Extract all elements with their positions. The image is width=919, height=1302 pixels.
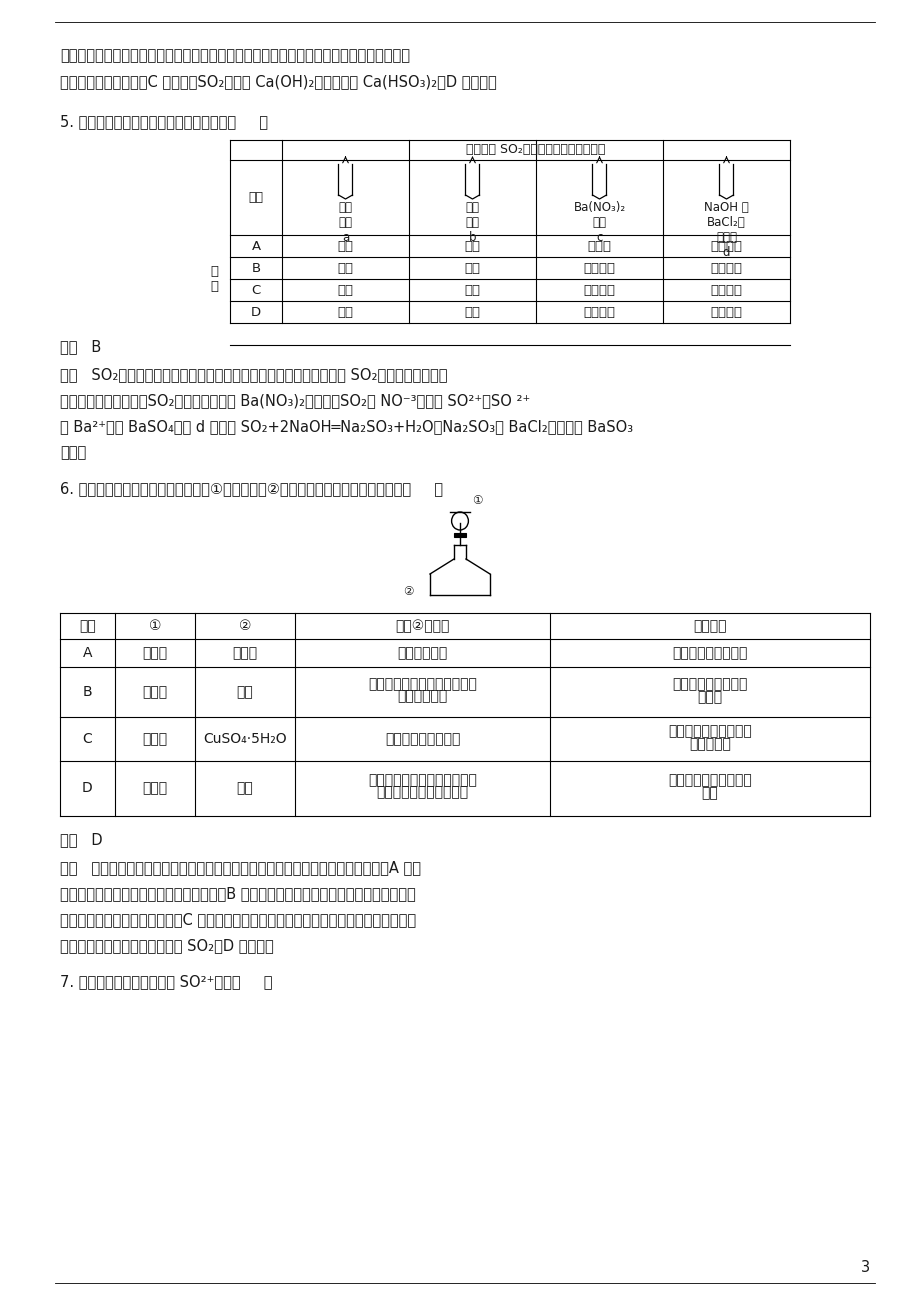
Text: 红色: 红色	[337, 262, 353, 275]
Text: A: A	[83, 646, 92, 660]
Text: 与 Ba²⁺形成 BaSO₄沉淀 d 试管中 SO₂+2NaOH═Na₂SO₃+H₂O，Na₂SO₃与 BaCl₂反应生成 BaSO₃: 与 Ba²⁺形成 BaSO₄沉淀 d 试管中 SO₂+2NaOH═Na₂SO₃+…	[60, 419, 632, 434]
Text: 浓硫酸具有脱水性、氧: 浓硫酸具有脱水性、氧	[667, 773, 751, 788]
Text: A: A	[251, 240, 260, 253]
Text: 固体由白色变为黑色海绵状，: 固体由白色变为黑色海绵状，	[368, 773, 476, 788]
Text: B: B	[251, 262, 260, 275]
Text: 分别加入 SO₂饱和溶液（至现象明显）: 分别加入 SO₂饱和溶液（至现象明显）	[466, 143, 605, 156]
Text: 5. 下列实验报告记录的实验现象正确的是（     ）: 5. 下列实验报告记录的实验现象正确的是（ ）	[60, 115, 267, 129]
Text: 化性: 化性	[701, 786, 718, 801]
Text: 项错误；浓硫酸与木炭的反应中，浓硫酸作氧化剂，证明浓硫酸具有强氧化性，该反应中浓: 项错误；浓硫酸与木炭的反应中，浓硫酸作氧化剂，证明浓硫酸具有强氧化性，该反应中浓	[60, 48, 410, 62]
Text: 实验结论: 实验结论	[693, 618, 726, 633]
Text: 3: 3	[860, 1260, 869, 1275]
Text: ②: ②	[403, 585, 414, 598]
Text: 浓硫酸表现酸性和强: 浓硫酸表现酸性和强	[672, 677, 747, 691]
Text: 无色: 无色	[464, 240, 480, 253]
Text: 并有刺激性气味气体放出: 并有刺激性气味气体放出	[376, 785, 468, 799]
Text: 无色: 无色	[337, 240, 353, 253]
Text: B: B	[83, 685, 92, 699]
Text: 无色溶液: 无色溶液	[583, 306, 615, 319]
Text: 生灰白色粉末: 生灰白色粉末	[397, 689, 448, 703]
Text: 白色沉淀: 白色沉淀	[709, 284, 742, 297]
Text: 产生大量气体: 产生大量气体	[397, 646, 448, 660]
Text: 红色: 红色	[337, 284, 353, 297]
Text: 生物理变化: 生物理变化	[688, 737, 730, 751]
Text: 无色: 无色	[464, 284, 480, 297]
Text: 热量，进而与生成的炭反应生成 SO₂，D 项正确。: 热量，进而与生成的炭反应生成 SO₂，D 项正确。	[60, 937, 274, 953]
Text: 6. 用下图所示装置进行下列实验：将①中溶液滴入②中，预测的现象与结论相符的是（     ）: 6. 用下图所示装置进行下列实验：将①中溶液滴入②中，预测的现象与结论相符的是（…	[60, 480, 443, 496]
Text: 无色溶液: 无色溶液	[583, 284, 615, 297]
Text: ①: ①	[471, 493, 482, 506]
Text: 白色沉淀: 白色沉淀	[583, 262, 615, 275]
Text: 误；浓硫酸与铜反应需在加热条件下进行，B 项错误；浓硫酸使胆矾失去结晶水，是浓硫酸: 误；浓硫酸与铜反应需在加热条件下进行，B 项错误；浓硫酸使胆矾失去结晶水，是浓硫…	[60, 885, 415, 901]
Text: 7. 下列四种溶液中一定存在 SO²⁺的是（     ）: 7. 下列四种溶液中一定存在 SO²⁺的是（ ）	[60, 974, 272, 990]
Text: ②: ②	[239, 618, 251, 633]
Text: 浓硫酸具有吸水性，发: 浓硫酸具有吸水性，发	[667, 724, 751, 738]
Ellipse shape	[451, 512, 468, 530]
Text: ①: ①	[149, 618, 161, 633]
Text: 硫酸不表现其强酸性，C 项错误；SO₂与少量 Ca(OH)₂生成易溶的 Ca(HSO₃)₂，D 项错误。: 硫酸不表现其强酸性，C 项错误；SO₂与少量 Ca(OH)₂生成易溶的 Ca(H…	[60, 74, 496, 89]
Text: 浓硫酸: 浓硫酸	[142, 781, 167, 796]
Text: 无现象: 无现象	[587, 240, 611, 253]
Text: 浓盐酸: 浓盐酸	[233, 646, 257, 660]
Text: 浓硫酸: 浓硫酸	[142, 685, 167, 699]
Text: Ba(NO₃)₂
溶液
c: Ba(NO₃)₂ 溶液 c	[573, 201, 625, 243]
Text: 使品红溶液褪为无色；SO₂的饱和溶液加入 Ba(NO₃)₂溶液中，SO₂被 NO⁻³氧化为 SO²⁺，SO ²⁺: 使品红溶液褪为无色；SO₂的饱和溶液加入 Ba(NO₃)₂溶液中，SO₂被 NO…	[60, 393, 529, 408]
Text: 答案   B: 答案 B	[60, 339, 101, 354]
Bar	[453, 533, 466, 536]
Text: 实验: 实验	[248, 191, 263, 204]
Text: 沉淀。: 沉淀。	[60, 445, 86, 460]
Text: 无色溶液: 无色溶液	[709, 306, 742, 319]
Text: D: D	[82, 781, 93, 796]
Text: 蔗糖: 蔗糖	[236, 781, 253, 796]
Text: 固体由蓝色变为白色: 固体由蓝色变为白色	[384, 732, 460, 746]
Text: 无色: 无色	[464, 306, 480, 319]
Text: 的吸水性，该变化为化学变化，C 项错误；浓硫酸有脱水性，可使蔗糖炭化，并放出大量的: 的吸水性，该变化为化学变化，C 项错误；浓硫酸有脱水性，可使蔗糖炭化，并放出大量…	[60, 911, 415, 927]
Text: 铜片溶解，产生气泡，底部产: 铜片溶解，产生气泡，底部产	[368, 677, 476, 691]
Text: 铜片: 铜片	[236, 685, 253, 699]
Text: 浓硫酸: 浓硫酸	[142, 646, 167, 660]
Text: 预测②中现象: 预测②中现象	[395, 618, 449, 633]
Text: D: D	[251, 306, 261, 319]
Text: 解析   SO₂的水溶液呈酸性，使石蕊溶液显红色，但不能漂白石蕊溶液 SO₂能漂白品红溶液，: 解析 SO₂的水溶液呈酸性，使石蕊溶液显红色，但不能漂白石蕊溶液 SO₂能漂白品…	[60, 367, 447, 381]
Text: 白色沉淀: 白色沉淀	[709, 262, 742, 275]
Text: 选项: 选项	[79, 618, 96, 633]
Text: 解析   将浓硫酸滴入浓盐酸中，浓硫酸溶解，放出大量的热，促进了氯化氢的逸出，A 项错: 解析 将浓硫酸滴入浓盐酸中，浓硫酸溶解，放出大量的热，促进了氯化氢的逸出，A 项…	[60, 861, 421, 875]
Text: 无色: 无色	[464, 262, 480, 275]
Text: 品红
溶液
b: 品红 溶液 b	[465, 201, 479, 243]
Text: 氧化性: 氧化性	[697, 690, 721, 704]
Text: 无色溶液: 无色溶液	[709, 240, 742, 253]
Text: C: C	[251, 284, 260, 297]
Text: 记
录: 记 录	[210, 266, 218, 293]
Text: C: C	[83, 732, 92, 746]
Text: 硫酸的酸性比盐酸强: 硫酸的酸性比盐酸强	[672, 646, 747, 660]
Text: 答案   D: 答案 D	[60, 832, 103, 848]
Text: 无色: 无色	[337, 306, 353, 319]
Text: NaOH 和
BaCl₂的
混合液
d: NaOH 和 BaCl₂的 混合液 d	[703, 201, 748, 259]
Text: 石蕊
溶液
a: 石蕊 溶液 a	[338, 201, 352, 243]
Text: 浓硫酸: 浓硫酸	[142, 732, 167, 746]
Text: CuSO₄·5H₂O: CuSO₄·5H₂O	[203, 732, 287, 746]
